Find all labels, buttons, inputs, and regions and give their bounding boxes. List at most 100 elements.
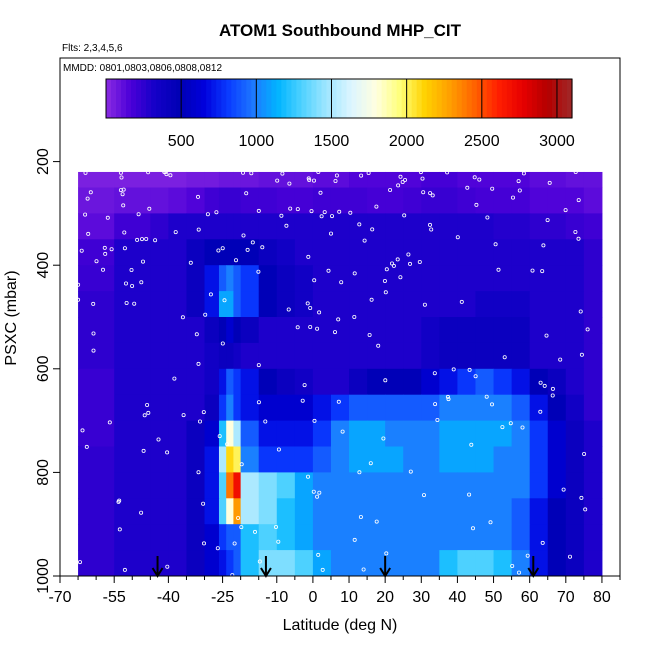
heatmap-cell — [457, 342, 476, 370]
heatmap-cell — [226, 213, 234, 240]
heatmap-cell — [349, 291, 368, 318]
heatmap-cell — [258, 265, 278, 292]
heatmap-cell — [78, 265, 115, 292]
colorbar-frame — [105, 78, 573, 119]
heatmap-cell — [403, 317, 422, 344]
heatmap-cell — [403, 239, 422, 266]
sample-dot — [196, 361, 201, 366]
colorbar-swatch — [116, 79, 122, 118]
heatmap-cell — [78, 420, 115, 447]
heatmap-cell — [240, 446, 260, 473]
heatmap-cell — [218, 524, 227, 551]
heatmap-cell — [529, 446, 549, 473]
sample-dot — [284, 223, 289, 228]
heatmap-cell — [583, 171, 603, 188]
colorbar-tick-label: 1000 — [239, 133, 275, 150]
sample-dot — [308, 324, 313, 329]
heatmap-cell — [204, 550, 220, 577]
heatmap-cell — [565, 317, 585, 344]
heatmap-cell — [583, 342, 603, 370]
x-tick-label: 50 — [485, 589, 503, 606]
heatmap-cell — [529, 213, 549, 240]
sample-dot — [381, 436, 386, 441]
heatmap-cell — [367, 472, 386, 499]
heatmap-cell — [511, 498, 531, 525]
heatmap-cell — [493, 446, 513, 473]
sample-dot — [455, 235, 460, 240]
sample-dot — [418, 170, 423, 175]
heatmap-cell — [150, 171, 169, 188]
heatmap-cell — [294, 317, 314, 344]
sample-dot — [395, 257, 400, 262]
heatmap-cell — [258, 291, 278, 318]
heatmap-cell — [294, 394, 314, 422]
sample-dot — [544, 333, 549, 338]
heatmap-cell — [233, 291, 242, 318]
heatmap-cell — [233, 187, 242, 214]
heatmap-cell — [493, 342, 513, 370]
sample-dot — [396, 183, 401, 188]
sample-dot — [334, 173, 339, 178]
heatmap-cell — [385, 265, 404, 292]
heatmap-cell — [367, 342, 386, 370]
colorbar-swatch — [366, 79, 373, 118]
heatmap-cell — [258, 420, 278, 447]
colorbar-swatch — [151, 79, 157, 118]
heatmap-cell — [186, 291, 206, 318]
heatmap-cell — [218, 213, 227, 240]
heatmap-cell — [421, 524, 440, 551]
sample-dot — [280, 171, 285, 176]
heatmap-cell — [475, 368, 495, 396]
heatmap-cell — [186, 420, 206, 447]
heatmap-cell — [330, 498, 350, 525]
heatmap-cell — [150, 291, 169, 318]
heatmap-cell — [330, 472, 350, 499]
heatmap-cell — [258, 317, 278, 344]
heatmap-cell — [114, 342, 151, 370]
sample-dot — [550, 386, 555, 391]
sample-dot — [315, 326, 320, 331]
dates-annotation: MMDD: 0801,0803,0806,0808,0812 — [63, 63, 222, 74]
heatmap-cell — [475, 213, 495, 240]
heatmap-cell — [150, 213, 169, 240]
heatmap-cell — [168, 550, 187, 577]
heatmap-cell — [114, 368, 151, 396]
sample-dot — [417, 259, 422, 264]
heatmap-cell — [226, 317, 234, 344]
heatmap-cell — [78, 291, 115, 318]
colorbar-swatch — [211, 79, 217, 118]
sample-dot — [94, 259, 99, 264]
heatmap-cell — [226, 524, 234, 551]
heatmap-cell — [565, 550, 585, 577]
colorbar-swatch — [261, 79, 267, 118]
heatmap-cell — [233, 239, 242, 266]
heatmap-cell — [204, 342, 220, 370]
heatmap-cell — [226, 446, 234, 473]
sample-dot — [316, 169, 321, 174]
heatmap-cell — [367, 265, 386, 292]
heatmap-cell — [240, 187, 260, 214]
x-tick-label: -70 — [48, 589, 71, 606]
heatmap-cell — [421, 420, 440, 447]
heatmap-cell — [78, 213, 115, 240]
sample-dot — [383, 378, 388, 383]
x-tick-label: -40 — [157, 589, 180, 606]
heatmap-cell — [204, 524, 220, 551]
heatmap-cell — [258, 187, 278, 214]
sample-dot — [118, 188, 123, 193]
heatmap-cell — [475, 317, 495, 344]
sample-dot — [203, 312, 208, 317]
heatmap-cell — [547, 317, 567, 344]
heatmap-cell — [168, 420, 187, 447]
heatmap-cell — [457, 291, 476, 318]
heatmap-cell — [529, 550, 549, 577]
heatmap-cell — [565, 524, 585, 551]
heatmap-cell — [349, 420, 368, 447]
colorbar-swatch — [471, 79, 478, 118]
heatmap-cell — [547, 342, 567, 370]
sample-dot — [474, 202, 479, 207]
heatmap-cell — [218, 498, 227, 525]
heatmap-cell — [218, 446, 227, 473]
heatmap-cell — [233, 498, 242, 525]
sample-dot — [579, 495, 584, 500]
